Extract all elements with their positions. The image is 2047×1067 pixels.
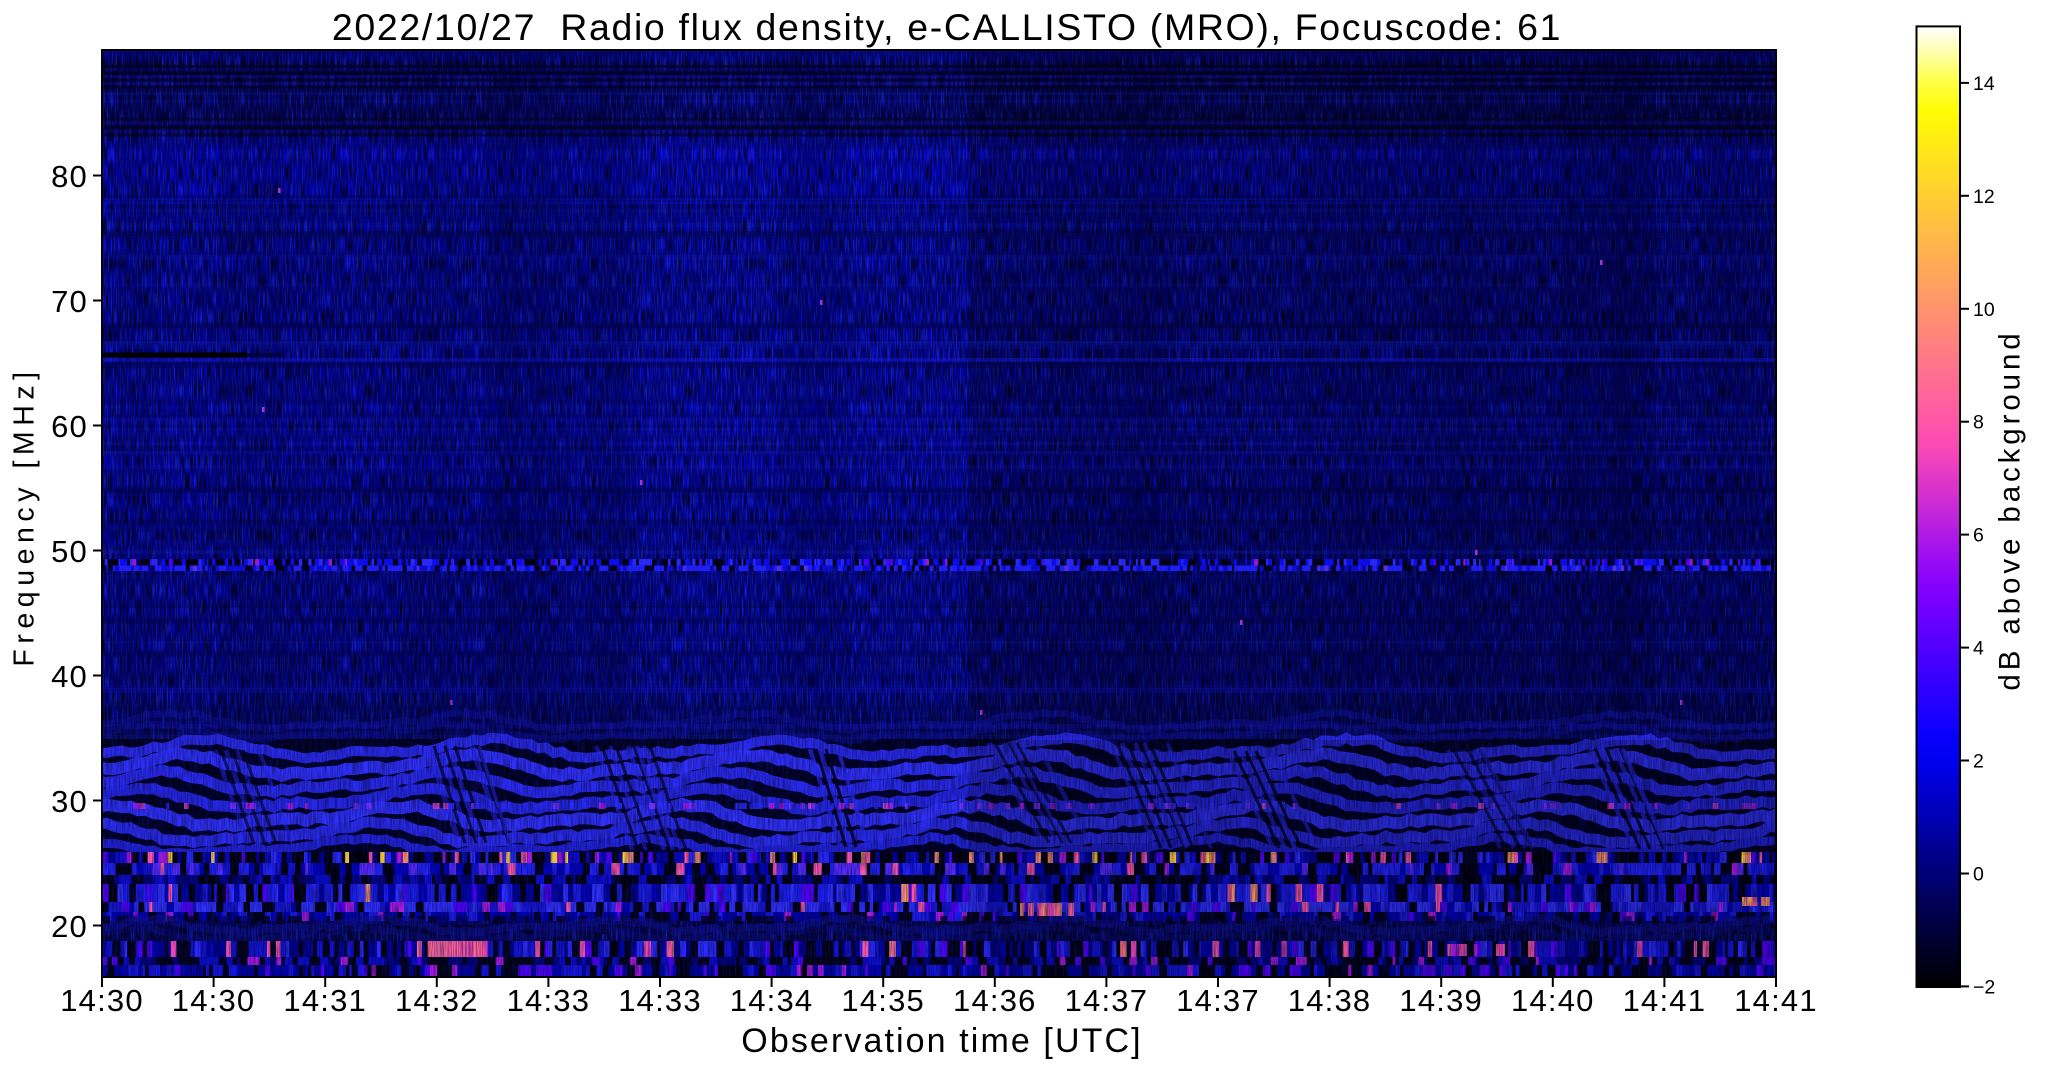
- svg-text:14:41: 14:41: [1734, 983, 1818, 1018]
- svg-text:14:37: 14:37: [1176, 983, 1260, 1018]
- svg-text:80: 80: [51, 159, 88, 194]
- svg-text:14: 14: [1973, 73, 1995, 95]
- svg-text:14:38: 14:38: [1288, 983, 1372, 1018]
- svg-text:14:30: 14:30: [172, 983, 256, 1018]
- svg-text:14:35: 14:35: [841, 983, 925, 1018]
- svg-text:14:31: 14:31: [283, 983, 367, 1018]
- svg-text:20: 20: [51, 909, 88, 944]
- svg-text:14:30: 14:30: [60, 983, 144, 1018]
- svg-text:14:33: 14:33: [507, 983, 591, 1018]
- svg-text:2022/10/27 Radio flux density: 2022/10/27 Radio flux density, e-CALLIST…: [332, 6, 1562, 48]
- svg-text:Observation time [UTC]: Observation time [UTC]: [741, 1022, 1142, 1060]
- svg-text:14:32: 14:32: [395, 983, 479, 1018]
- svg-text:60: 60: [51, 409, 88, 444]
- svg-text:14:41: 14:41: [1623, 983, 1707, 1018]
- svg-text:6: 6: [1973, 525, 1984, 547]
- svg-text:14:39: 14:39: [1399, 983, 1483, 1018]
- svg-text:14:33: 14:33: [618, 983, 702, 1018]
- svg-text:−2: −2: [1973, 976, 1995, 998]
- svg-text:Frequency [MHz]: Frequency [MHz]: [9, 366, 41, 666]
- svg-text:50: 50: [51, 534, 88, 569]
- svg-text:14:37: 14:37: [1065, 983, 1149, 1018]
- svg-text:40: 40: [51, 659, 88, 694]
- svg-text:0: 0: [1973, 864, 1984, 886]
- svg-text:14:36: 14:36: [953, 983, 1037, 1018]
- svg-text:14:34: 14:34: [730, 983, 814, 1018]
- svg-text:dB above background: dB above background: [1994, 329, 2027, 690]
- svg-text:12: 12: [1973, 186, 1995, 208]
- svg-text:2: 2: [1973, 751, 1984, 773]
- svg-text:30: 30: [51, 784, 88, 819]
- svg-text:70: 70: [51, 284, 88, 319]
- svg-text:10: 10: [1973, 299, 1995, 321]
- svg-text:14:40: 14:40: [1511, 983, 1595, 1018]
- svg-text:8: 8: [1973, 412, 1984, 434]
- svg-text:4: 4: [1973, 638, 1984, 660]
